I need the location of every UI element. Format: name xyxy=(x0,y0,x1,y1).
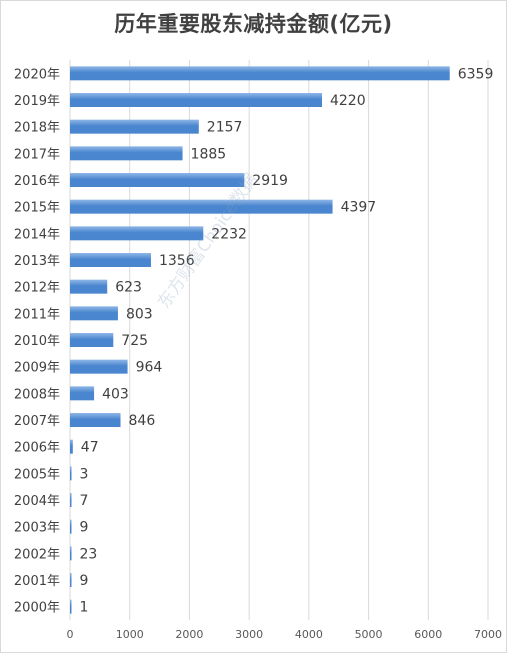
category-label: 2017年 xyxy=(14,147,60,162)
category-label: 2015年 xyxy=(14,201,60,216)
category-label: 2003年 xyxy=(14,521,60,536)
bar xyxy=(70,546,72,561)
category-label: 2019年 xyxy=(14,94,60,109)
bar xyxy=(70,386,95,401)
category-label: 2004年 xyxy=(14,494,60,509)
bar xyxy=(70,279,108,294)
data-label: 9 xyxy=(80,573,89,589)
data-label: 6359 xyxy=(458,66,494,82)
data-label: 23 xyxy=(80,546,98,562)
data-label: 7 xyxy=(80,493,89,509)
category-label: 2012年 xyxy=(14,281,60,296)
x-tick-label: 0 xyxy=(67,628,74,641)
category-label: 2011年 xyxy=(14,307,60,322)
data-label: 3 xyxy=(80,466,89,482)
data-label: 403 xyxy=(102,386,129,402)
category-label: 2020年 xyxy=(14,67,60,82)
bar xyxy=(70,119,199,134)
bar xyxy=(70,359,128,374)
x-tick-label: 3000 xyxy=(235,628,263,641)
bar xyxy=(70,439,73,454)
data-label: 47 xyxy=(81,440,99,456)
data-label: 1 xyxy=(80,600,89,616)
bar xyxy=(70,519,72,534)
bar xyxy=(70,93,322,107)
x-tick-label: 4000 xyxy=(295,628,323,641)
category-label: 2002年 xyxy=(14,547,60,562)
data-label: 964 xyxy=(136,360,163,376)
data-label: 803 xyxy=(126,306,153,322)
data-label: 4397 xyxy=(341,200,377,216)
bar xyxy=(70,573,72,587)
category-label: 2008年 xyxy=(14,387,60,402)
bar xyxy=(70,66,450,81)
bar xyxy=(70,599,72,614)
bar xyxy=(70,146,183,161)
data-label: 1356 xyxy=(159,253,195,269)
category-label: 2001年 xyxy=(14,574,60,589)
data-label: 4220 xyxy=(330,93,366,109)
bar xyxy=(70,306,118,321)
data-label: 725 xyxy=(121,333,148,349)
bar xyxy=(70,173,245,187)
bar xyxy=(70,413,121,427)
category-label: 2006年 xyxy=(14,441,60,456)
category-label: 2005年 xyxy=(14,467,60,482)
category-label: 2000年 xyxy=(14,601,60,616)
data-label: 1885 xyxy=(191,146,227,162)
chart-title: 历年重要股东减持金额(亿元) xyxy=(114,12,393,36)
x-tick-label: 5000 xyxy=(355,628,383,641)
category-label: 2018年 xyxy=(14,121,60,136)
category-label: 2009年 xyxy=(14,361,60,376)
category-label: 2007年 xyxy=(14,414,60,429)
bar xyxy=(70,493,72,507)
data-label: 2157 xyxy=(207,120,243,136)
bar xyxy=(70,199,333,214)
x-tick-label: 6000 xyxy=(414,628,442,641)
data-label: 2919 xyxy=(252,173,288,189)
bar xyxy=(70,253,151,267)
data-label: 623 xyxy=(115,280,142,296)
x-tick-label: 7000 xyxy=(474,628,502,641)
x-tick-label: 2000 xyxy=(175,628,203,641)
bar xyxy=(70,333,114,347)
data-label: 2232 xyxy=(211,226,247,242)
data-label: 846 xyxy=(129,413,156,429)
category-label: 2016年 xyxy=(14,174,60,189)
x-tick-label: 1000 xyxy=(116,628,144,641)
data-label: 9 xyxy=(80,520,89,536)
category-label: 2010年 xyxy=(14,334,60,349)
bar xyxy=(70,466,72,481)
bar xyxy=(70,226,204,241)
category-label: 2014年 xyxy=(14,227,60,242)
category-label: 2013年 xyxy=(14,254,60,269)
